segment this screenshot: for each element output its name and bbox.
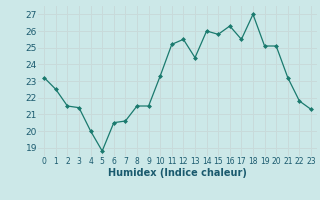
X-axis label: Humidex (Indice chaleur): Humidex (Indice chaleur): [108, 168, 247, 178]
